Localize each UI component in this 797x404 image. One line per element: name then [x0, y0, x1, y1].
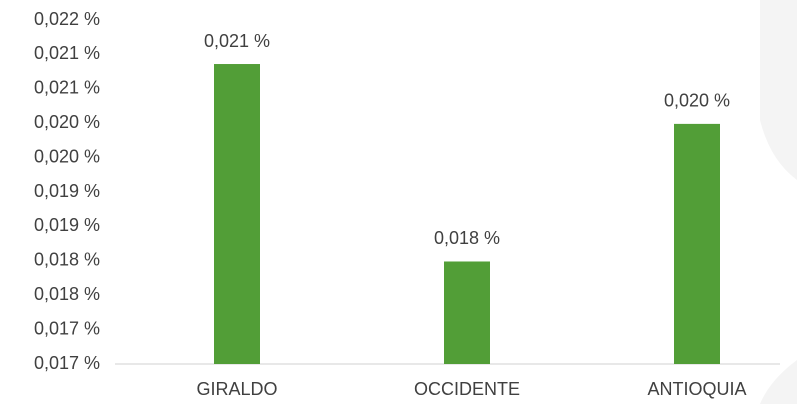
background-shape: [760, 360, 797, 404]
y-tick-label: 0,017 %: [34, 353, 100, 373]
y-tick-label: 0,020 %: [34, 112, 100, 132]
bar: [444, 261, 490, 364]
x-tick-label: OCCIDENTE: [414, 379, 520, 399]
x-tick-label: ANTIOQUIA: [647, 379, 746, 399]
y-tick-label: 0,021 %: [34, 78, 100, 98]
y-tick-label: 0,019 %: [34, 215, 100, 235]
y-tick-label: 0,018 %: [34, 284, 100, 304]
data-label: 0,021 %: [204, 31, 270, 51]
bar: [674, 123, 720, 364]
y-tick-label: 0,022 %: [34, 9, 100, 29]
bar: [214, 64, 260, 365]
y-tick-label: 0,018 %: [34, 250, 100, 270]
data-label: 0,020 %: [664, 91, 730, 111]
y-tick-label: 0,020 %: [34, 146, 100, 166]
x-tick-label: GIRALDO: [196, 379, 277, 399]
y-tick-label: 0,021 %: [34, 43, 100, 63]
data-label: 0,018 %: [434, 228, 500, 248]
y-tick-label: 0,017 %: [34, 318, 100, 338]
background-shape: [760, 0, 797, 180]
y-tick-label: 0,019 %: [34, 181, 100, 201]
